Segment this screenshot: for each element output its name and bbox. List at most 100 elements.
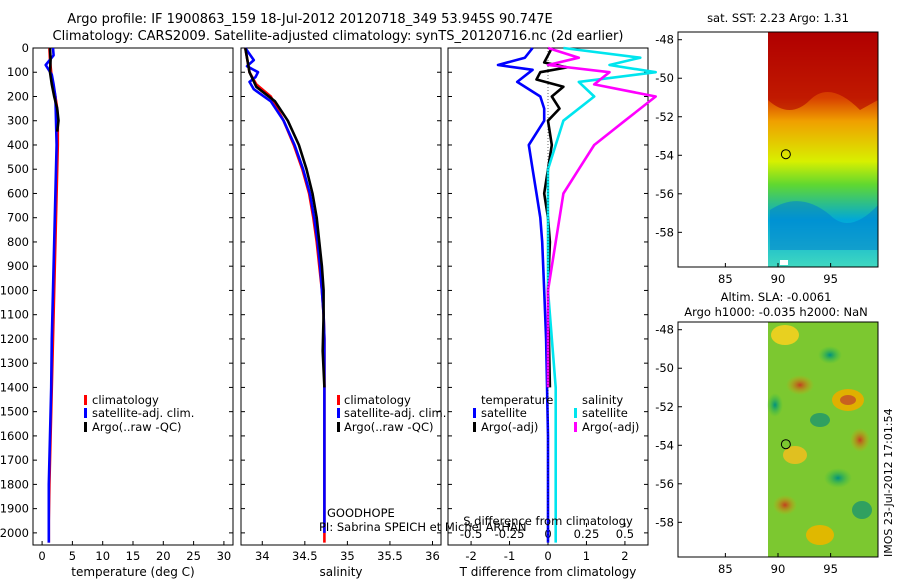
legend-label-satellite: satellite-adj. clim. [92,406,194,420]
legend-swatch-sal-argo [574,422,577,432]
map-lat-tick-label: -56 [655,477,674,491]
legend-label-temp-satellite: satellite [481,406,527,420]
x-tick-label: 35.5 [377,549,403,563]
legend-swatch-climatology [84,395,87,405]
map-lon-tick-label: 90 [771,562,786,576]
salinity-legend: climatology satellite-adj. clim. Argo(..… [337,393,446,434]
float-project: GOODHOPE [327,506,395,520]
legend-label-climatology: climatology [92,393,159,407]
map-lat-tick-label: -48 [655,323,674,337]
x-tick-label: 34 [255,549,270,563]
series-line-argo-raw-qc [48,47,60,132]
depth-tick-label: 0 [22,41,29,55]
difference-legend: temperature salinity satellite Argo(-adj… [473,393,639,434]
map-lat-tick-label: -50 [655,361,674,375]
sst-warm-patch [768,32,878,110]
map-lat-tick-label: -52 [655,400,674,414]
depth-tick-label: 1700 [0,453,29,467]
depth-tick-label: 700 [7,211,29,225]
x-tick-label: 36 [425,549,440,563]
map-lat-tick-label: -52 [655,110,674,124]
legend-label-argo: Argo(..raw -QC) [344,420,434,434]
map-lat-tick-label: -50 [655,71,674,85]
depth-tick-label: 1800 [0,477,29,491]
x-tick-label: 10 [95,549,110,563]
x-tick-label: -1 [504,549,515,563]
secondary-x-tick-label: -0.25 [495,527,525,541]
depth-tick-label: 300 [7,114,29,128]
secondary-x-tick-label: -0.5 [460,527,482,541]
x-tick-label: 0 [38,549,45,563]
depth-tick-label: 800 [7,235,29,249]
series-line-salinity-satellite [546,46,658,543]
temperature-panel: 0100200300400500600700800900100011001200… [0,41,234,579]
series-line-temperature-satellite [496,47,550,543]
legend-swatch-sal-satellite [574,408,577,418]
salinity-panel: 34 34.5 35 35.5 36 salinity climatology sate… [240,47,527,579]
legend-swatch-argo [337,422,340,432]
legend-label-temp-argo: Argo(-adj) [481,420,538,434]
x-tick-label: 25 [186,549,201,563]
sla-eddies [767,325,872,545]
secondary-x-tick-label: 0.25 [574,527,600,541]
x-tick-label: 5 [69,549,76,563]
sla-map-title-2: Argo h1000: -0.035 h2000: NaN [684,305,868,319]
legend-label-climatology: climatology [344,393,411,407]
map-lon-tick-label: 95 [823,272,838,286]
depth-tick-label: 100 [7,65,29,79]
sla-map-panel: Altim. SLA: -0.0061 Argo h1000: -0.035 h… [655,290,895,576]
x-tick-label: 0 [544,549,551,563]
map-lat-tick-label: -56 [655,187,674,201]
temperature-legend: climatology satellite-adj. clim. Argo(..… [84,393,194,434]
depth-tick-label: 1100 [0,308,29,322]
sst-missing-patch [780,260,788,265]
float-position-marker [780,149,791,160]
legend-swatch-climatology [337,395,340,405]
depth-tick-label: 600 [7,186,29,200]
float-position-marker [780,439,791,450]
legend-swatch-temp-argo [473,422,476,432]
legend-swatch-satellite [84,408,87,418]
sla-map-title-1: Altim. SLA: -0.0061 [721,290,832,304]
depth-tick-label: 1400 [0,380,29,394]
sst-map-panel: sat. SST: 2.23 Argo: 1.31 85 90 95 -48 -50 -5… [655,11,879,286]
depth-tick-label: 1600 [0,429,29,443]
map-lon-tick-label: 85 [718,272,733,286]
difference-secondary-xlabel: S difference from climatology [463,514,633,528]
x-tick-label: 20 [156,549,171,563]
x-tick-label: 2 [621,549,628,563]
legend-swatch-argo [84,422,87,432]
legend-swatch-satellite [337,408,340,418]
series-line-salinity-argo-adj [546,46,658,388]
temperature-axes-frame [32,47,234,546]
depth-tick-label: 1000 [0,283,29,297]
map-lat-tick-label: -58 [655,515,674,529]
header-line-1: Argo profile: IF 1900863_159 18-Jul-2012… [67,12,552,27]
secondary-x-tick-label: 0.5 [616,527,634,541]
float-pi: PI: Sabrina SPEICH et Michel ARHAN [319,520,527,534]
x-tick-label: -2 [465,549,476,563]
difference-xlabel: T difference from climatology [459,565,637,579]
depth-tick-label: 1500 [0,405,29,419]
x-tick-label: 35 [340,549,355,563]
depth-tick-label: 1200 [0,332,29,346]
legend-label-satellite: satellite-adj. clim. [344,406,446,420]
difference-panel: -2 -1 0 1 2-0.5 -0.25 0 0.25 0.5 T difference fr… [447,46,658,579]
series-line-argo-raw-qc [244,47,326,388]
salinity-axes-frame [240,47,442,546]
map-lon-tick-label: 90 [771,272,786,286]
map-lat-tick-label: -54 [655,438,674,452]
sst-cold-patch [770,201,878,250]
legend-title-salinity: salinity [582,393,623,407]
depth-tick-label: 500 [7,162,29,176]
map-lon-tick-label: 85 [718,562,733,576]
sst-map-title: sat. SST: 2.23 Argo: 1.31 [707,11,849,25]
depth-tick-label: 900 [7,259,29,273]
depth-tick-label: 1300 [0,356,29,370]
series-line-satellite-adj-clim [44,47,58,543]
imos-credit: IMOS 23-Jul-2012 17:01:54 [882,408,895,557]
x-tick-label: 1 [583,549,590,563]
depth-tick-label: 200 [7,89,29,103]
map-lon-tick-label: 95 [823,562,838,576]
